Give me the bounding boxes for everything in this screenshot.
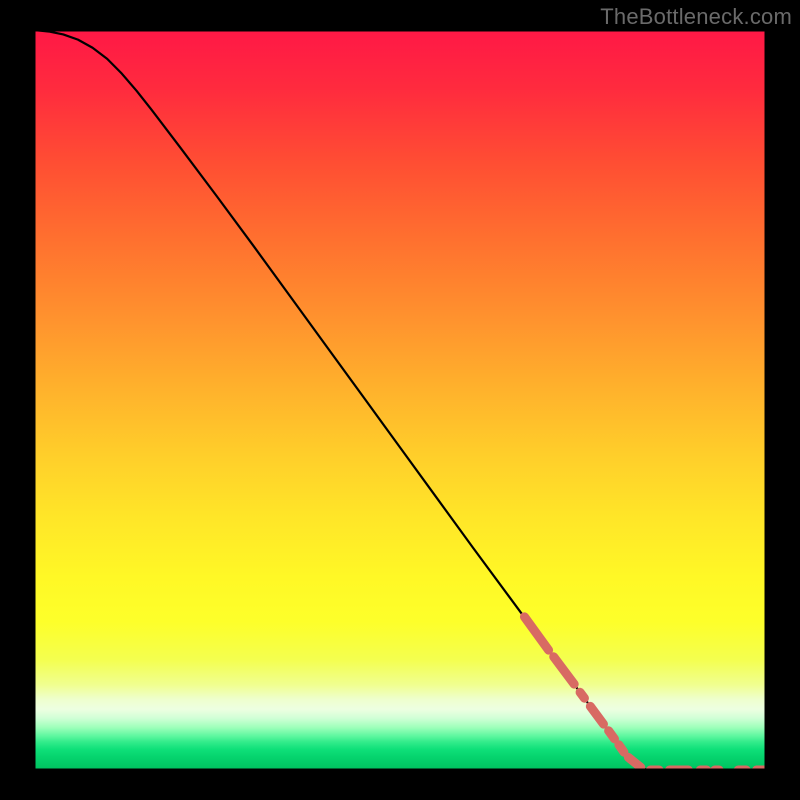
- watermark-text: TheBottleneck.com: [600, 4, 792, 30]
- dash-segment: [619, 745, 624, 752]
- dash-segment: [609, 731, 615, 739]
- chart-root: TheBottleneck.com: [0, 0, 800, 800]
- chart-svg: [0, 0, 800, 800]
- dash-segment: [580, 692, 584, 698]
- plot-background: [34, 30, 766, 770]
